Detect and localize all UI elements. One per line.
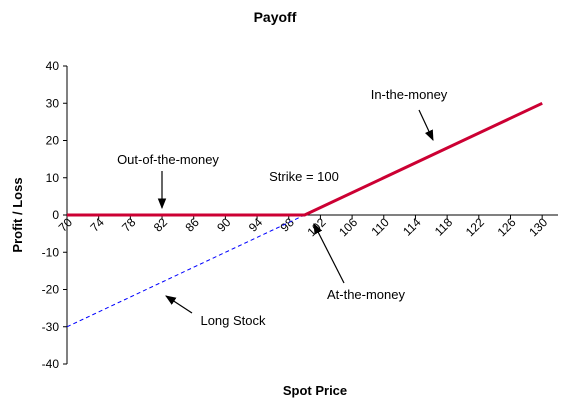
annotation-out-of-the-money: Out-of-the-money — [117, 152, 219, 167]
y-tick-label: -10 — [42, 245, 60, 259]
y-tick-label: 40 — [46, 59, 60, 73]
y-tick-label: -20 — [42, 283, 60, 297]
y-tick-label: 30 — [46, 96, 60, 110]
payoff-line — [67, 101, 543, 217]
x-tick-label: 94 — [246, 215, 266, 235]
x-tick-label: 110 — [368, 215, 392, 239]
x-tick-label: 74 — [87, 215, 107, 235]
arrow-in-the-money — [418, 109, 434, 141]
x-tick-label: 78 — [119, 215, 139, 235]
x-tick-label: 86 — [182, 215, 202, 235]
x-tick-label: 102 — [304, 215, 328, 239]
x-tick-label: 106 — [336, 215, 360, 239]
series-layer — [66, 101, 543, 328]
annotation-strike: Strike = 100 — [269, 169, 339, 184]
x-tick-label: 122 — [463, 215, 487, 239]
x-axis-title: Spot Price — [283, 383, 347, 398]
y-tick-label: -30 — [42, 320, 60, 334]
annotation-in-the-money: In-the-money — [371, 87, 448, 102]
arrow-long-stock — [165, 295, 193, 314]
x-tick-label: 114 — [400, 215, 424, 239]
x-tick-label: 126 — [495, 215, 519, 239]
x-tick-label: 130 — [526, 215, 550, 239]
y-tick-label: -40 — [42, 357, 60, 371]
y-tick-label: 20 — [46, 134, 60, 148]
y-tick-label: 0 — [52, 208, 59, 222]
y-tick-label: 10 — [46, 171, 60, 185]
x-tick-label: 90 — [214, 215, 234, 235]
y-axis-title: Profit / Loss — [10, 177, 25, 252]
x-axis-ticks: 70 74 78 82 86 90 94 98 102 106 110 114 118 122 126 130 — [56, 215, 551, 239]
x-tick-label: 82 — [151, 215, 171, 235]
arrow-at-the-money — [313, 223, 345, 284]
chart-title: Payoff — [254, 9, 297, 25]
y-axis-ticks: 40 30 20 10 0 -10 -20 -30 -40 — [42, 59, 67, 371]
x-tick-label: 118 — [432, 215, 456, 239]
annotation-at-the-money: At-the-money — [327, 287, 406, 302]
x-tick-label: 98 — [278, 215, 298, 235]
annotation-long-stock: Long Stock — [200, 313, 266, 328]
